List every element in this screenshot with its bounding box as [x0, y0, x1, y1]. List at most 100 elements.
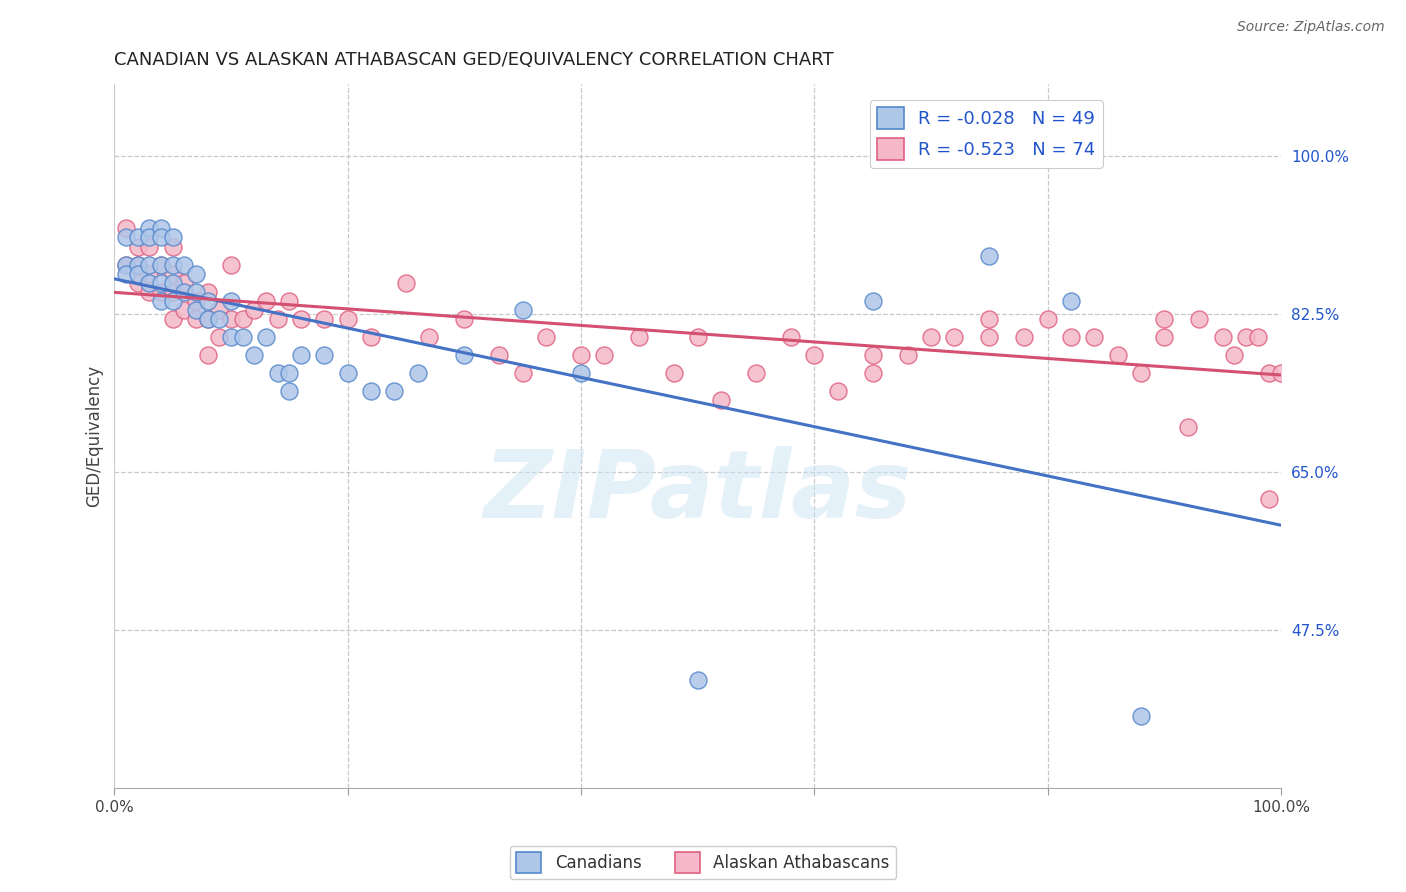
Point — [710, 392, 733, 407]
Point — [686, 329, 709, 343]
Point — [173, 258, 195, 272]
Point — [920, 329, 942, 343]
Point — [127, 267, 149, 281]
Point — [219, 258, 242, 272]
Text: ZIPatlas: ZIPatlas — [484, 446, 912, 538]
Point — [138, 258, 160, 272]
Point — [512, 366, 534, 380]
Point — [138, 285, 160, 299]
Text: Source: ZipAtlas.com: Source: ZipAtlas.com — [1237, 20, 1385, 34]
Point — [862, 366, 884, 380]
Point — [1153, 329, 1175, 343]
Point — [1270, 366, 1292, 380]
Point — [314, 348, 336, 362]
Point — [686, 673, 709, 687]
Point — [197, 311, 219, 326]
Point — [197, 293, 219, 308]
Point — [150, 258, 173, 272]
Point — [197, 311, 219, 326]
Point — [162, 258, 184, 272]
Point — [1234, 329, 1257, 343]
Point — [453, 348, 475, 362]
Point — [127, 276, 149, 290]
Point — [1258, 492, 1281, 507]
Point — [127, 230, 149, 244]
Point — [138, 276, 160, 290]
Point — [197, 285, 219, 299]
Point — [278, 384, 301, 398]
Point — [184, 285, 207, 299]
Point — [115, 258, 138, 272]
Point — [395, 276, 418, 290]
Point — [336, 366, 359, 380]
Point — [115, 230, 138, 244]
Point — [208, 302, 231, 317]
Point — [314, 311, 336, 326]
Point — [488, 348, 510, 362]
Point — [150, 285, 173, 299]
Point — [1153, 311, 1175, 326]
Point — [384, 384, 406, 398]
Point — [534, 329, 557, 343]
Point — [254, 329, 277, 343]
Point — [232, 311, 254, 326]
Point — [745, 366, 768, 380]
Legend: R = -0.028   N = 49, R = -0.523   N = 74: R = -0.028 N = 49, R = -0.523 N = 74 — [870, 100, 1102, 168]
Point — [803, 348, 825, 362]
Point — [127, 258, 149, 272]
Point — [943, 329, 966, 343]
Point — [162, 311, 184, 326]
Point — [336, 311, 359, 326]
Point — [173, 285, 195, 299]
Point — [184, 267, 207, 281]
Point — [1130, 708, 1153, 723]
Y-axis label: GED/Equivalency: GED/Equivalency — [86, 365, 103, 507]
Point — [453, 311, 475, 326]
Point — [184, 311, 207, 326]
Point — [127, 239, 149, 253]
Point — [184, 293, 207, 308]
Point — [1036, 311, 1059, 326]
Point — [418, 329, 440, 343]
Point — [1258, 366, 1281, 380]
Point — [162, 230, 184, 244]
Point — [979, 248, 1001, 262]
Point — [979, 311, 1001, 326]
Point — [243, 348, 266, 362]
Point — [827, 384, 849, 398]
Point — [150, 221, 173, 235]
Point — [1060, 293, 1083, 308]
Point — [138, 230, 160, 244]
Point — [232, 329, 254, 343]
Point — [1247, 329, 1270, 343]
Point — [219, 329, 242, 343]
Point — [1223, 348, 1246, 362]
Point — [138, 221, 160, 235]
Point — [1130, 366, 1153, 380]
Point — [780, 329, 803, 343]
Point — [173, 276, 195, 290]
Point — [569, 366, 592, 380]
Point — [406, 366, 429, 380]
Legend: Canadians, Alaskan Athabascans: Canadians, Alaskan Athabascans — [510, 846, 896, 880]
Point — [162, 276, 184, 290]
Point — [862, 293, 884, 308]
Point — [664, 366, 686, 380]
Point — [197, 348, 219, 362]
Point — [150, 276, 173, 290]
Point — [1014, 329, 1036, 343]
Point — [115, 258, 138, 272]
Point — [115, 267, 138, 281]
Point — [162, 293, 184, 308]
Point — [173, 302, 195, 317]
Point — [267, 311, 290, 326]
Point — [290, 348, 312, 362]
Point — [290, 311, 312, 326]
Point — [150, 258, 173, 272]
Point — [184, 302, 207, 317]
Text: CANADIAN VS ALASKAN ATHABASCAN GED/EQUIVALENCY CORRELATION CHART: CANADIAN VS ALASKAN ATHABASCAN GED/EQUIV… — [114, 51, 834, 69]
Point — [162, 267, 184, 281]
Point — [1188, 311, 1211, 326]
Point — [1177, 420, 1199, 434]
Point — [897, 348, 920, 362]
